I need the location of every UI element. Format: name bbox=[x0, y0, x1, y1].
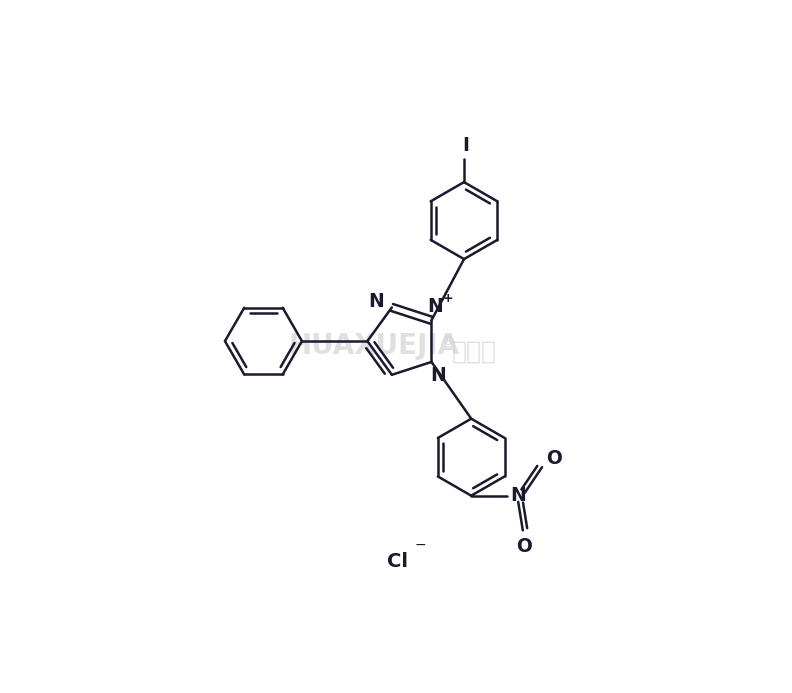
Text: O: O bbox=[546, 449, 562, 468]
Text: O: O bbox=[516, 537, 532, 556]
Text: N: N bbox=[428, 297, 444, 316]
Text: N: N bbox=[367, 292, 383, 310]
Text: HUAXUEJIA: HUAXUEJIA bbox=[289, 332, 460, 360]
Text: 化学加: 化学加 bbox=[452, 339, 497, 363]
Text: N: N bbox=[510, 486, 526, 505]
Text: ®: ® bbox=[441, 335, 454, 348]
Text: I: I bbox=[462, 136, 469, 155]
Text: N: N bbox=[430, 367, 446, 385]
Text: −: − bbox=[415, 537, 426, 552]
Text: Cl: Cl bbox=[387, 552, 408, 571]
Text: +: + bbox=[443, 292, 454, 305]
